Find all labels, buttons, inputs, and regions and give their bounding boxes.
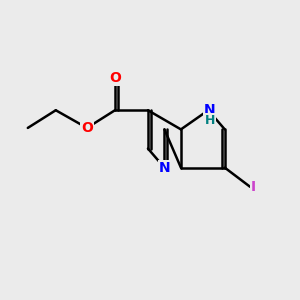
Text: O: O <box>109 71 121 85</box>
Text: N: N <box>159 161 170 175</box>
Text: N: N <box>204 103 216 117</box>
Text: O: O <box>81 121 93 135</box>
Text: I: I <box>250 180 256 194</box>
Text: H: H <box>205 114 215 127</box>
